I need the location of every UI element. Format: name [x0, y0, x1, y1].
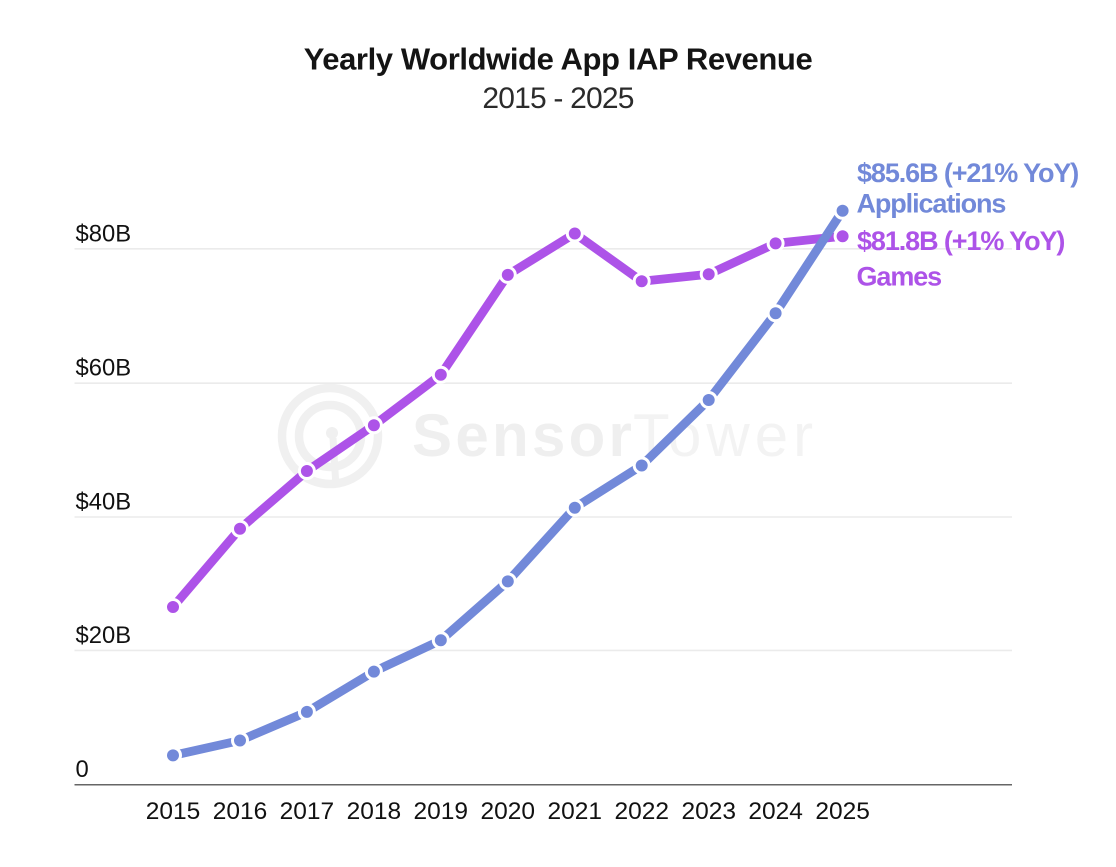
svg-text:$81.8B (+1% YoY): $81.8B (+1% YoY) — [857, 226, 1064, 256]
svg-text:2022: 2022 — [614, 798, 669, 825]
svg-text:Games: Games — [857, 262, 942, 292]
svg-text:Applications: Applications — [857, 189, 1006, 219]
svg-text:Yearly Worldwide App IAP Reven: Yearly Worldwide App IAP Revenue — [304, 42, 813, 77]
svg-text:2023: 2023 — [681, 798, 736, 825]
svg-text:2015: 2015 — [146, 798, 201, 825]
svg-text:2024: 2024 — [748, 798, 803, 825]
svg-text:$20B: $20B — [76, 622, 132, 649]
svg-text:Sensor: Sensor — [412, 402, 635, 469]
svg-text:0: 0 — [76, 756, 89, 783]
svg-text:2018: 2018 — [347, 798, 402, 825]
svg-text:2019: 2019 — [414, 798, 469, 825]
svg-text:2021: 2021 — [548, 798, 603, 825]
svg-text:2015 - 2025: 2015 - 2025 — [482, 82, 633, 115]
svg-text:$85.6B (+21% YoY): $85.6B (+21% YoY) — [857, 158, 1078, 188]
svg-text:2017: 2017 — [280, 798, 335, 825]
svg-text:$80B: $80B — [76, 220, 132, 247]
svg-text:2025: 2025 — [815, 798, 870, 825]
svg-text:$40B: $40B — [76, 489, 132, 516]
svg-text:$60B: $60B — [76, 355, 132, 382]
svg-text:2016: 2016 — [213, 798, 268, 825]
svg-text:2020: 2020 — [481, 798, 536, 825]
svg-text:Tower: Tower — [633, 402, 818, 469]
